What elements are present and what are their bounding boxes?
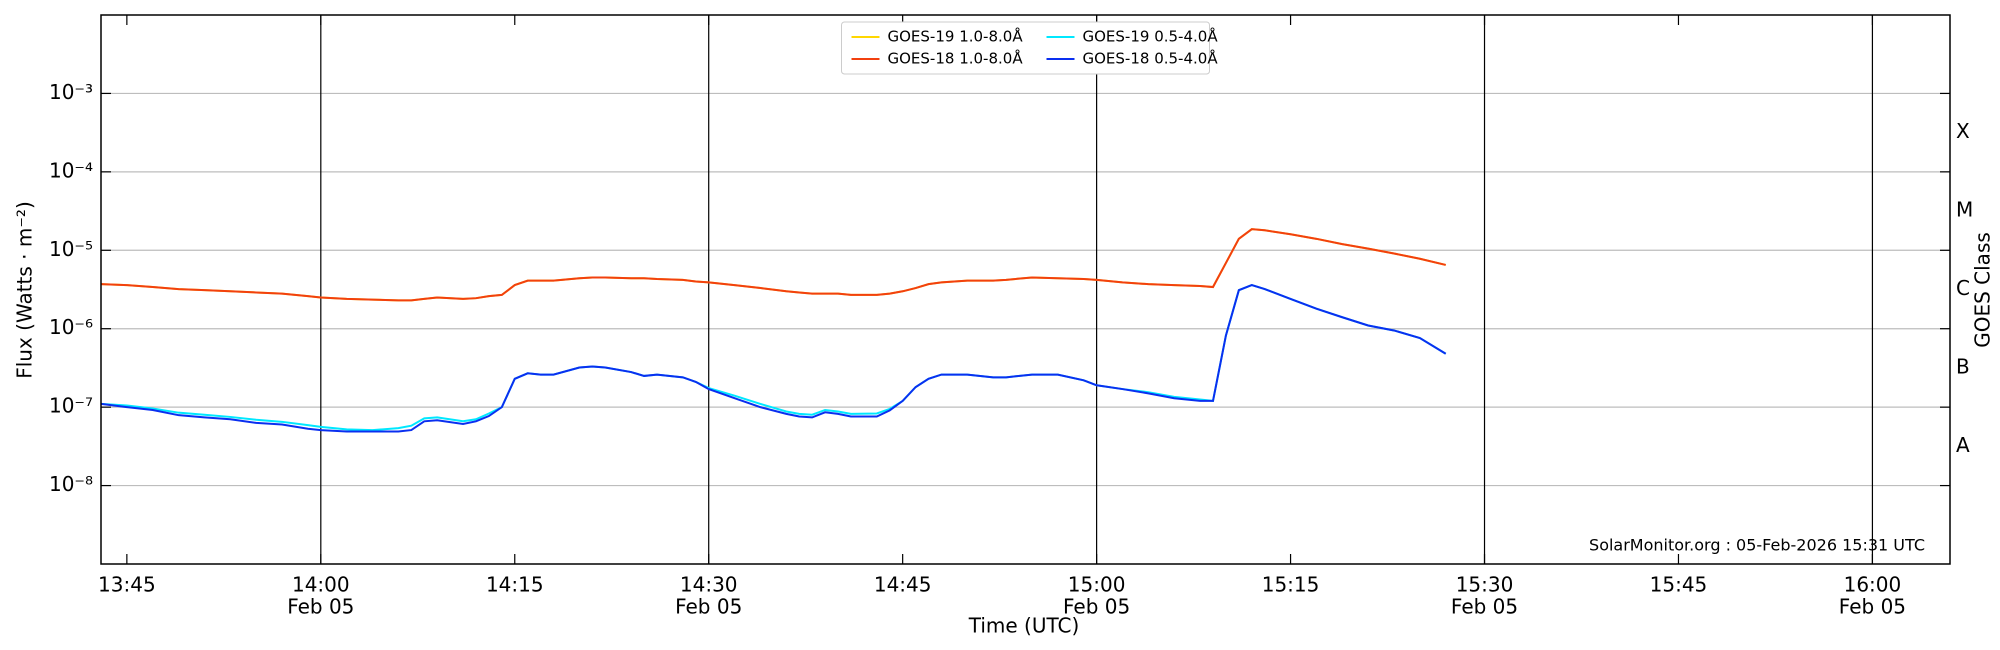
x-tick-label: 14:00 [292,573,350,597]
x-tick-label: 14:15 [486,573,544,597]
x-tick-date: Feb 05 [675,595,742,619]
x-tick-label: 15:30 [1456,573,1514,597]
y2-axis-label: GOES Class [1971,232,1995,348]
y2-tick-label: C [1956,276,1970,300]
x-tick-date: Feb 05 [1063,595,1130,619]
x-tick-label: 13:45 [98,573,156,597]
y-axis-label: Flux (Watts · m⁻²) [13,201,37,379]
series-line [100,284,1447,433]
x-tick-label: 14:45 [874,573,932,597]
x-tick-label: 14:30 [680,573,738,597]
series-line [100,228,1446,302]
y-tick-label: 10⁻³ [49,80,93,104]
y-tick-label: 10⁻⁴ [49,158,93,182]
legend-label: GOES-19 1.0-8.0Å [888,27,1024,46]
y2-tick-label: M [1956,198,1973,222]
x-axis-label: Time (UTC) [968,614,1080,638]
y-tick-label: 10⁻⁷ [49,394,93,418]
y2-tick-label: X [1956,119,1970,143]
y-tick-label: 10⁻⁸ [49,472,93,496]
legend-box [841,21,1210,75]
y-tick-label: 10⁻⁵ [49,237,93,261]
legend-label: GOES-19 0.5-4.0Å [1083,27,1219,46]
x-tick-label: 15:00 [1068,573,1126,597]
x-tick-label: 15:15 [1262,573,1320,597]
legend-label: GOES-18 1.0-8.0Å [888,49,1024,68]
annotation: SolarMonitor.org : 05-Feb-2026 15:31 UTC [1589,536,1925,555]
y2-tick-label: B [1956,354,1970,378]
y-tick-label: 10⁻⁶ [49,315,93,339]
legend-label: GOES-18 0.5-4.0Å [1083,49,1219,68]
x-tick-date: Feb 05 [287,595,354,619]
x-tick-date: Feb 05 [1451,595,1518,619]
y2-tick-label: A [1956,433,1970,457]
x-tick-label: 15:45 [1650,573,1708,597]
x-tick-date: Feb 05 [1839,595,1906,619]
x-tick-label: 16:00 [1844,573,1902,597]
series-line [100,284,1447,432]
plot-frame [100,14,1951,565]
